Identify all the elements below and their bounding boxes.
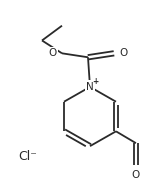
Text: N: N xyxy=(86,82,94,92)
Text: O: O xyxy=(119,48,127,58)
Text: O: O xyxy=(132,170,140,180)
Text: O: O xyxy=(49,48,57,58)
Text: +: + xyxy=(92,77,99,86)
Text: Cl⁻: Cl⁻ xyxy=(18,149,37,163)
